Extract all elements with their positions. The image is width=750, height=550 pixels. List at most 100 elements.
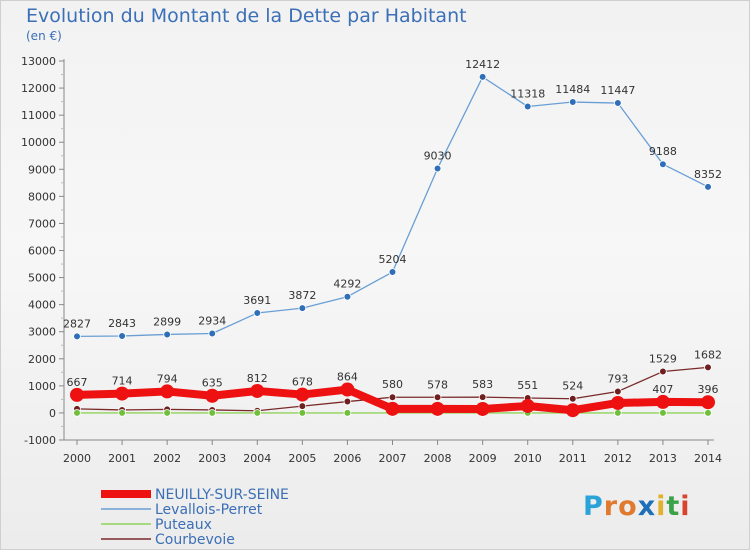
data-label: 2827 xyxy=(63,317,91,330)
data-point xyxy=(523,102,532,111)
data-label: 3691 xyxy=(243,294,271,307)
data-label: 667 xyxy=(67,376,88,389)
data-point xyxy=(205,388,220,403)
data-point xyxy=(704,183,712,191)
data-label: 4292 xyxy=(333,278,361,291)
data-label: 793 xyxy=(607,372,628,385)
data-point xyxy=(704,363,712,372)
data-point xyxy=(704,409,712,417)
data-label: 714 xyxy=(112,375,133,388)
y-tick-label: 11000 xyxy=(21,109,56,122)
data-point xyxy=(478,73,487,81)
data-label: 2934 xyxy=(198,315,226,328)
data-point xyxy=(73,332,81,341)
data-point xyxy=(73,409,81,417)
legend-label: Puteaux xyxy=(155,517,212,533)
y-tick-label: 8000 xyxy=(28,190,56,203)
data-point xyxy=(340,382,355,397)
data-point xyxy=(388,393,397,402)
data-point xyxy=(253,409,262,417)
data-point xyxy=(385,401,400,416)
brand-letter: r xyxy=(603,491,619,522)
data-point xyxy=(659,409,667,417)
data-label: 11447 xyxy=(600,84,635,97)
data-point xyxy=(568,98,577,106)
data-point xyxy=(253,309,262,317)
data-point xyxy=(208,409,217,417)
chart-title: Evolution du Montant de la Dette par Hab… xyxy=(26,5,467,27)
data-point xyxy=(388,268,397,276)
data-point xyxy=(343,397,352,406)
data-label: 11484 xyxy=(555,83,590,96)
y-tick-label: 9000 xyxy=(28,163,56,176)
data-point xyxy=(430,401,445,416)
data-point xyxy=(433,393,442,402)
data-label: 1529 xyxy=(649,353,677,366)
data-label: 578 xyxy=(427,378,448,391)
data-point xyxy=(614,387,622,396)
y-tick-label: 12000 xyxy=(21,82,56,95)
x-tick-label: 2010 xyxy=(514,452,542,465)
x-tick-label: 2000 xyxy=(63,452,91,465)
data-point xyxy=(163,409,171,417)
data-label: 5204 xyxy=(379,253,407,266)
data-point xyxy=(701,395,715,410)
data-point xyxy=(343,292,352,301)
data-label: 407 xyxy=(652,383,673,396)
data-label: 635 xyxy=(202,377,223,390)
legend-label: Levallois-Perret xyxy=(155,502,263,518)
data-label: 3872 xyxy=(288,289,316,302)
x-tick-label: 2005 xyxy=(288,452,316,465)
brand-logo: Proxiti xyxy=(583,491,691,522)
data-point xyxy=(298,402,307,410)
data-point xyxy=(655,394,670,409)
y-tick-label: 1000 xyxy=(28,380,56,393)
x-tick-label: 2008 xyxy=(424,452,452,465)
legend-label: NEUILLY-SUR-SEINE xyxy=(155,487,289,503)
data-label: 794 xyxy=(157,372,178,385)
y-tick-label: 4000 xyxy=(28,299,56,312)
data-label: 524 xyxy=(562,380,583,393)
brand-letter: x xyxy=(637,491,657,522)
data-label: 396 xyxy=(698,383,719,396)
data-point xyxy=(118,409,126,417)
data-point xyxy=(70,387,84,402)
data-point xyxy=(478,393,487,401)
y-tick-label: 5000 xyxy=(28,272,56,285)
data-point xyxy=(343,409,352,417)
brand-letter: o xyxy=(618,491,638,522)
data-point xyxy=(610,395,625,410)
data-point xyxy=(475,401,490,416)
data-point xyxy=(659,367,667,376)
data-label: 9188 xyxy=(649,145,677,158)
x-tick-label: 2014 xyxy=(694,452,722,465)
x-tick-label: 2007 xyxy=(379,452,407,465)
data-point xyxy=(298,304,307,312)
y-tick-label: 0 xyxy=(49,407,56,420)
y-tick-label: 3000 xyxy=(28,326,56,339)
data-label: 11318 xyxy=(510,88,545,101)
x-tick-label: 2006 xyxy=(333,452,361,465)
x-tick-label: 2003 xyxy=(198,452,226,465)
data-label: 812 xyxy=(247,372,268,385)
data-point xyxy=(614,99,622,107)
data-point xyxy=(250,383,265,398)
legend-label: Courbevoie xyxy=(155,532,235,548)
data-point xyxy=(115,386,130,401)
data-label: 1682 xyxy=(694,348,722,361)
brand-letter: i xyxy=(656,491,667,522)
brand-letter: t xyxy=(666,491,681,522)
series-line xyxy=(76,76,709,338)
data-point xyxy=(520,398,535,413)
brand-letter: P xyxy=(583,491,604,522)
data-point xyxy=(118,332,126,340)
y-tick-label: 7000 xyxy=(28,217,56,230)
data-point xyxy=(433,164,442,173)
data-point xyxy=(565,403,580,418)
y-tick-label: 13000 xyxy=(21,55,56,68)
y-tick-label: -1000 xyxy=(24,434,56,447)
data-point xyxy=(160,384,175,399)
x-tick-label: 2004 xyxy=(243,452,271,465)
x-tick-label: 2002 xyxy=(153,452,181,465)
